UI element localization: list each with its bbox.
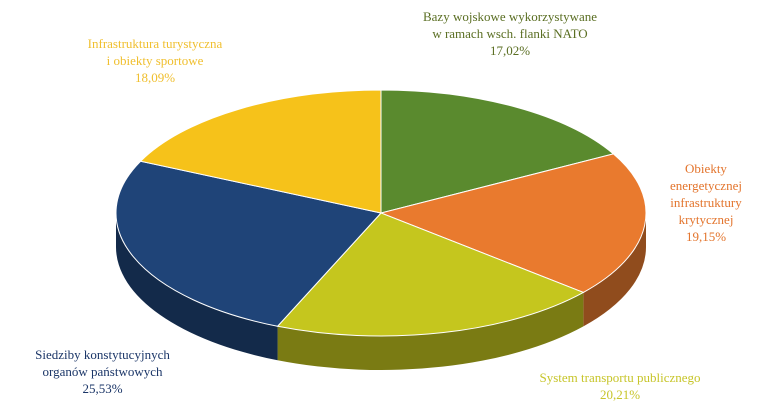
slice-label-line: energetycznej [670,178,742,193]
slice-label-line: organów państwowych [42,364,163,379]
slice-label-line: krytycznej [678,212,734,227]
pie-side-walls [115,213,646,370]
slice-label-bazy: Bazy wojskowe wykorzystywane w ramach ws… [365,8,655,59]
pie-slice-3 [115,160,382,327]
slice-label-infrastruktura: Infrastruktura turystyczna i obiekty spo… [55,35,255,86]
slice-value-label: 19,15% [685,229,727,244]
slice-label-line: Bazy wojskowe wykorzystywane [422,9,597,24]
slice-label-line: infrastruktury [670,195,742,210]
slice-label-obiekty: Obiekty energetycznej infrastruktury kry… [650,160,762,245]
pie-slice-0 [380,89,615,214]
pie-slice-side [277,292,584,370]
pie-top-faces [115,89,647,337]
slice-label-line: Siedziby konstytucyjnych [35,347,170,362]
slice-value-label: 25,53% [82,381,123,396]
slice-label-line: Infrastruktura turystyczna [87,36,223,51]
slice-value-label: 18,09% [134,70,176,85]
pie-slice-2 [276,212,585,337]
slice-value-label: 20,21% [599,387,641,402]
pie-slice-4 [139,89,382,214]
slice-label-line: System transportu publicznego [539,370,701,385]
pie-slice-1 [379,153,647,293]
slice-label-line: Obiekty [685,161,727,176]
slice-label-line: i obiekty sportowe [106,53,204,68]
slice-label-siedziby: Siedziby konstytucyjnych organów państwo… [5,346,200,397]
slice-label-system: System transportu publicznego 20,21% [505,369,735,403]
slice-label-line: w ramach wsch. flanki NATO [432,26,588,41]
pie-slice-side [583,213,646,327]
slice-value-label: 17,02% [489,43,531,58]
pie-slice-side [115,213,278,361]
